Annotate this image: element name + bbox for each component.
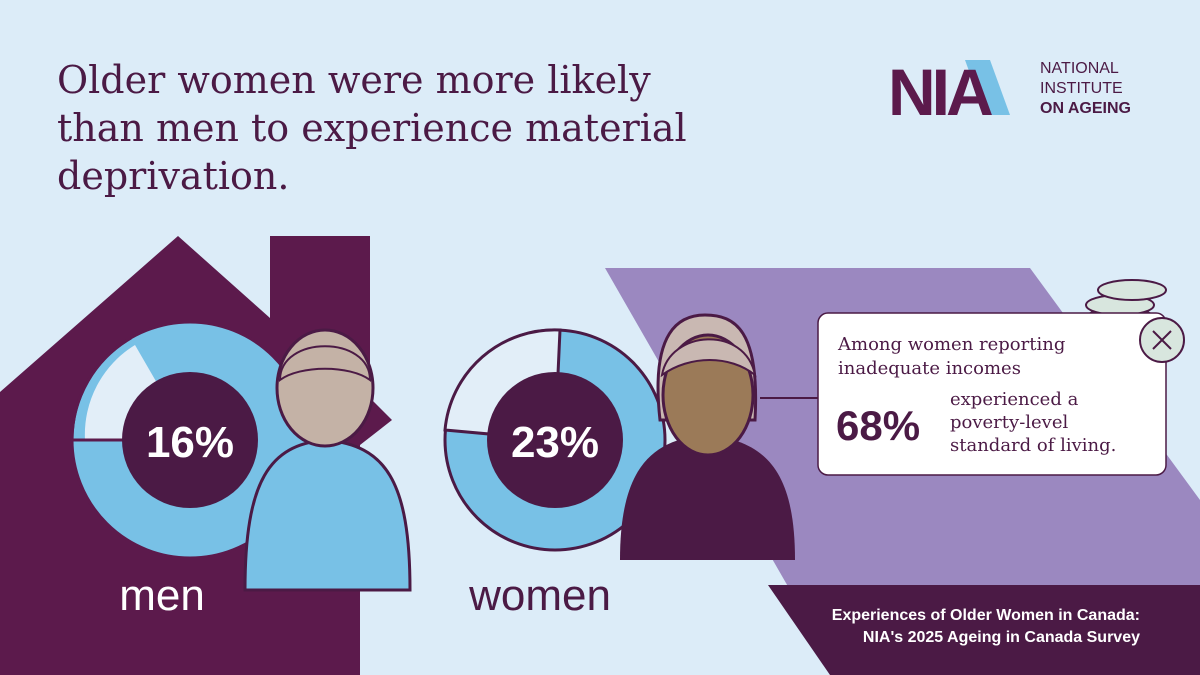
close-icon[interactable] [1139,317,1185,363]
group-value: 23% [511,418,599,467]
logo-name: ON AGEING [1040,100,1131,117]
logo-letters: NIA [888,55,992,129]
group-value: 16% [146,418,234,467]
callout-text: poverty-level [950,412,1069,433]
callout-intro: Among women reporting [837,334,1065,355]
title-line: than men to experience material [57,106,687,150]
man-figure [243,328,412,592]
footer-line: NIA's 2025 Ageing in Canada Survey [863,629,1140,646]
logo-mark [965,60,1010,115]
callout-intro: inadequate incomes [838,358,1021,379]
footer-line: Experiences of Older Women in Canada: [832,607,1140,624]
logo-name: INSTITUTE [1040,80,1123,97]
callout-stat: 68% [836,402,920,449]
callout-text: standard of living. [950,435,1116,456]
group-label: women [468,571,611,620]
woman-figure [620,313,795,560]
title-line: deprivation. [57,154,289,198]
footer-band [768,585,1200,675]
logo-name: NATIONAL [1040,60,1119,77]
callout-box [817,312,1167,476]
women-donut [443,328,667,552]
group-label: men [119,571,205,620]
title-line: Older women were more likely [57,58,651,102]
callout-text: experienced a [950,389,1079,410]
